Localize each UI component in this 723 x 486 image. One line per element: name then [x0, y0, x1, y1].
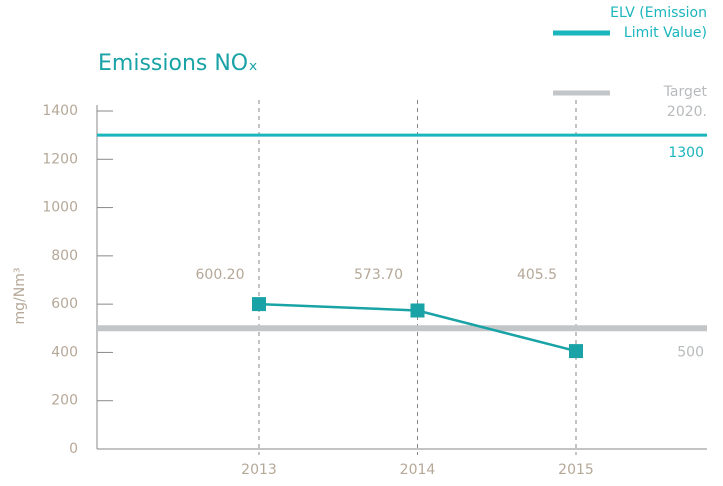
y-tick-label: 600	[51, 296, 78, 312]
chart-title: Emissions NOₓ	[98, 51, 258, 76]
y-tick-label: 1200	[42, 151, 78, 167]
y-tick-label: 1400	[42, 103, 78, 119]
data-label: 405.5	[517, 267, 557, 283]
data-marker	[569, 344, 583, 359]
x-tick-label: 2014	[400, 462, 436, 478]
y-tick-label: 0	[69, 441, 78, 457]
y-tick-label: 400	[51, 344, 78, 360]
y-tick-label: 1000	[42, 200, 78, 216]
data-label: 573.70	[354, 267, 403, 283]
reference-label: 1300	[668, 145, 704, 161]
legend-entry: Target 2020.	[663, 84, 707, 120]
reference-label: 500	[677, 344, 704, 360]
y-tick-label: 800	[51, 248, 78, 264]
y-tick-label: 200	[51, 393, 78, 409]
data-marker	[252, 297, 266, 312]
x-tick-label: 2015	[558, 462, 594, 478]
x-tick-label: 2013	[241, 462, 277, 478]
data-marker	[410, 303, 425, 318]
legend-entry: ELV (Emission Limit Value)	[610, 5, 707, 41]
y-axis-label: mg/Nm³	[12, 268, 28, 325]
data-label: 600.20	[196, 267, 245, 283]
